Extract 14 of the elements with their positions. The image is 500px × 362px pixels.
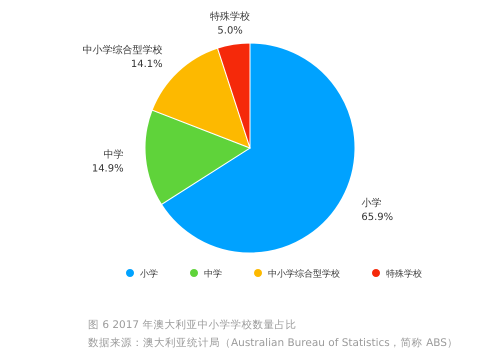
legend-label: 中学: [204, 268, 222, 280]
data-label: 14.9%: [92, 164, 124, 175]
slice-label: 特殊学校: [210, 10, 250, 23]
legend-label: 中小学综合型学校: [268, 268, 340, 280]
data-label: 14.1%: [130, 58, 163, 70]
data-label: 65.9%: [361, 212, 394, 224]
source-note: 数据来源：澳大利亚统计局（Australian Bureau of Statistics，简称 ABS）: [88, 336, 458, 349]
slice-label: 中学: [104, 148, 124, 161]
slice-label: 中小学综合型学校: [82, 44, 163, 56]
caption: 图 6 2017 年澳大利亚中小学学校数量占比: [88, 318, 296, 331]
legend-label: 小学: [140, 268, 158, 280]
data-label: 5.0%: [217, 26, 243, 37]
legend-label: 特殊学校: [386, 268, 422, 280]
slice-label: 小学: [361, 197, 382, 210]
